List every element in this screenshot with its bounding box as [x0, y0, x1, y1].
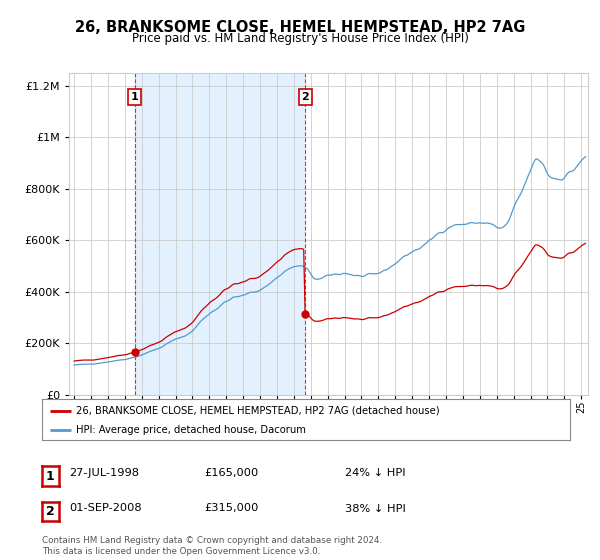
Text: 26, BRANKSOME CLOSE, HEMEL HEMPSTEAD, HP2 7AG (detached house): 26, BRANKSOME CLOSE, HEMEL HEMPSTEAD, HP…	[76, 405, 440, 416]
Text: 38% ↓ HPI: 38% ↓ HPI	[345, 503, 406, 514]
Text: £315,000: £315,000	[204, 503, 259, 514]
Text: 1: 1	[131, 92, 139, 102]
Text: 2: 2	[301, 92, 309, 102]
Text: Price paid vs. HM Land Registry's House Price Index (HPI): Price paid vs. HM Land Registry's House …	[131, 32, 469, 45]
Text: 27-JUL-1998: 27-JUL-1998	[69, 468, 139, 478]
Text: HPI: Average price, detached house, Dacorum: HPI: Average price, detached house, Daco…	[76, 424, 306, 435]
Bar	[134, 73, 305, 395]
Text: 24% ↓ HPI: 24% ↓ HPI	[345, 468, 406, 478]
Text: 26, BRANKSOME CLOSE, HEMEL HEMPSTEAD, HP2 7AG: 26, BRANKSOME CLOSE, HEMEL HEMPSTEAD, HP…	[75, 20, 525, 35]
Text: 2: 2	[46, 505, 55, 518]
Text: £165,000: £165,000	[204, 468, 258, 478]
Text: 1: 1	[46, 469, 55, 483]
Text: Contains HM Land Registry data © Crown copyright and database right 2024.
This d: Contains HM Land Registry data © Crown c…	[42, 536, 382, 556]
Text: 01-SEP-2008: 01-SEP-2008	[69, 503, 142, 514]
